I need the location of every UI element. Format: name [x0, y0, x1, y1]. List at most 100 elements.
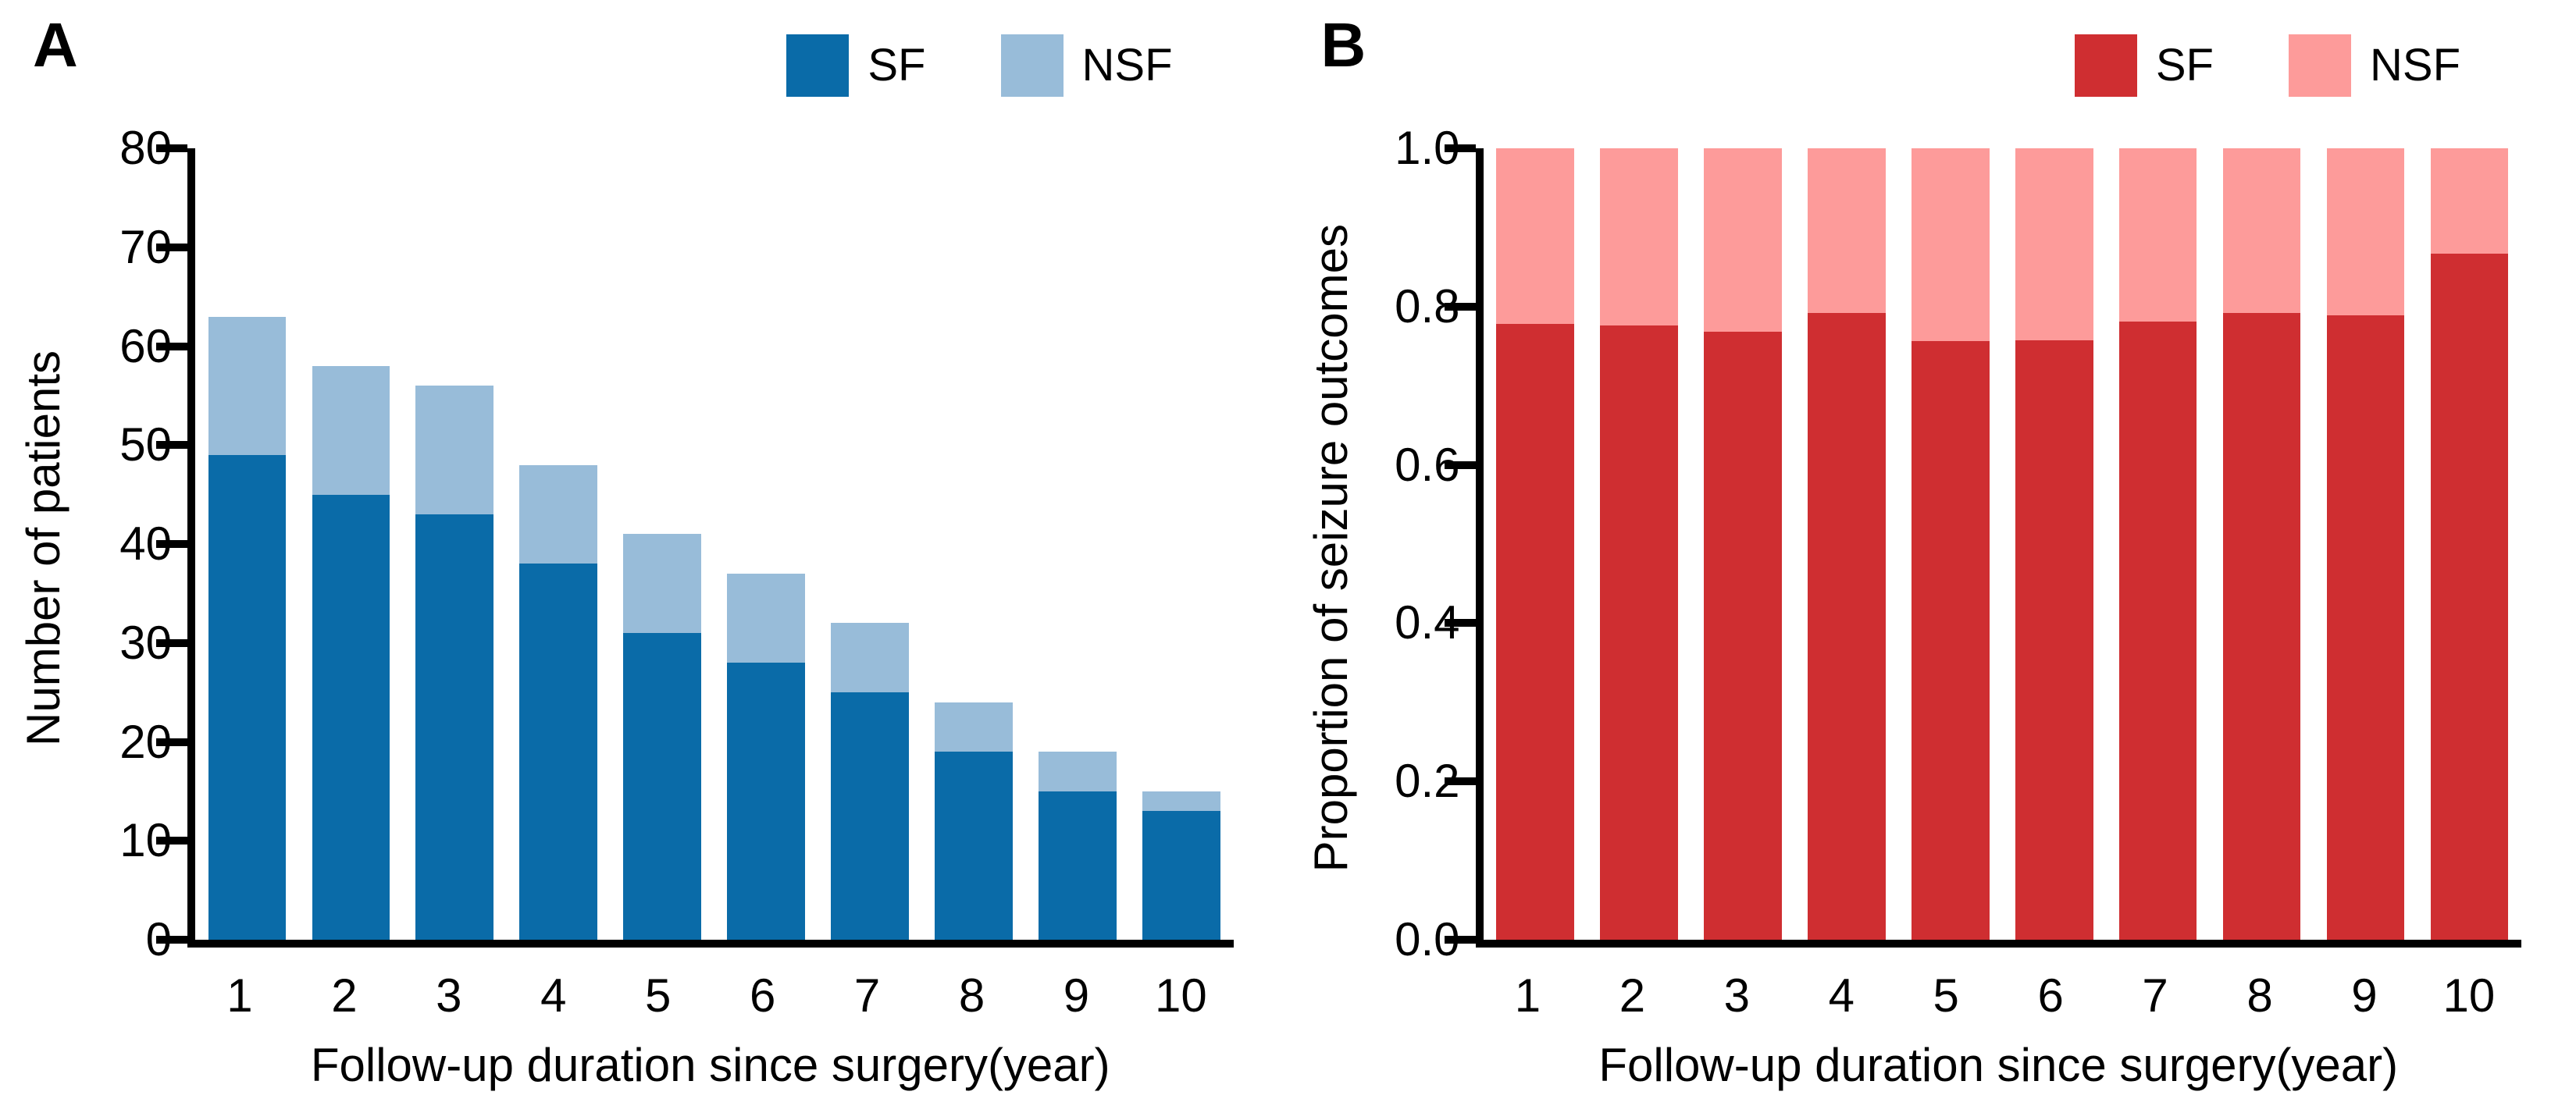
- segment-nsf-year-9: [2326, 148, 2405, 315]
- y-tick-label: 0.2: [1395, 755, 1460, 808]
- segment-nsf-year-5: [623, 534, 702, 634]
- segment-sf-year-1: [1496, 324, 1574, 940]
- legend-label-sf: SF: [2155, 40, 2214, 91]
- panel-a-letter: A: [33, 10, 79, 80]
- x-tick-label-5: 5: [1933, 969, 1959, 1022]
- segment-nsf-year-2: [312, 365, 390, 495]
- bar-year-6: [2015, 148, 2093, 940]
- x-tick-label-10: 10: [2442, 969, 2496, 1022]
- segment-nsf-year-8: [2222, 148, 2301, 313]
- x-tick-label-5: 5: [645, 969, 672, 1022]
- nsf-color-swatch: [1000, 34, 1064, 97]
- x-tick-label-8: 8: [958, 969, 985, 1022]
- bar-year-5: [623, 148, 702, 940]
- bar-year-5: [1911, 148, 1990, 940]
- bars-container: [195, 148, 1234, 940]
- x-tick-label-6: 6: [749, 969, 776, 1022]
- legend-label-nsf: NSF: [2370, 40, 2460, 91]
- segment-sf-year-6: [727, 663, 805, 940]
- y-tick-mark: [156, 342, 187, 350]
- bar-year-9: [2326, 148, 2405, 940]
- segment-sf-year-6: [2015, 340, 2093, 940]
- y-tick-mark: [1444, 144, 1476, 152]
- bar-year-10: [1142, 148, 1220, 940]
- bar-year-3: [415, 148, 494, 940]
- segment-sf-year-4: [519, 564, 598, 940]
- panel-a-xticks: 1 2 3 4 5 6 7 8 9 10: [187, 968, 1234, 1030]
- segment-sf-year-1: [208, 454, 287, 940]
- segment-sf-year-5: [1911, 341, 1990, 940]
- segment-sf-year-4: [1807, 312, 1886, 940]
- bar-year-10: [2430, 148, 2509, 940]
- y-tick-mark: [156, 936, 187, 944]
- segment-nsf-year-1: [1496, 148, 1574, 325]
- panel-a-plot-area: 0 10 20 30 40 50 60 70 80: [119, 125, 1234, 963]
- panel-a-legend: SF NSF: [786, 34, 1173, 97]
- segment-nsf-year-4: [1807, 148, 1886, 313]
- y-tick-label: 0.4: [1395, 596, 1460, 649]
- segment-nsf-year-7: [2118, 148, 2197, 322]
- bar-year-8: [2222, 148, 2301, 940]
- bar-year-2: [312, 148, 390, 940]
- y-tick-label: 70: [119, 220, 172, 273]
- legend-label-sf: SF: [868, 40, 926, 91]
- panel-b-letter: B: [1320, 10, 1367, 80]
- y-tick-mark: [156, 738, 187, 746]
- panel-b: B SF NSF Proportion of seizure outcomes …: [1288, 0, 2576, 1113]
- x-tick-label-4: 4: [540, 969, 567, 1022]
- segment-sf-year-10: [1142, 811, 1220, 940]
- y-tick-label: 40: [119, 517, 172, 570]
- bars-container: [1484, 148, 2522, 940]
- x-tick-label-2: 2: [1619, 969, 1646, 1022]
- y-tick-mark: [156, 243, 187, 251]
- x-tick-label-9: 9: [1063, 969, 1090, 1022]
- y-tick-mark: [1444, 619, 1476, 628]
- y-tick-label: 10: [119, 814, 172, 867]
- x-tick-label-3: 3: [1723, 969, 1751, 1022]
- segment-sf-year-8: [935, 752, 1013, 940]
- y-tick-mark: [1444, 302, 1476, 311]
- x-tick-label-6: 6: [2037, 969, 2064, 1022]
- bar-year-6: [727, 148, 805, 940]
- bar-year-2: [1600, 148, 1678, 940]
- segment-sf-year-2: [312, 494, 390, 940]
- segment-sf-year-8: [2222, 312, 2301, 940]
- legend-item-sf: SF: [2074, 34, 2214, 97]
- y-tick-label: 60: [119, 319, 172, 372]
- y-tick-label: 20: [119, 715, 172, 768]
- x-tick-label-4: 4: [1828, 969, 1855, 1022]
- bar-year-4: [1807, 148, 1886, 940]
- x-tick-label-10: 10: [1155, 969, 1207, 1022]
- y-tick-label: 80: [119, 122, 172, 174]
- y-tick-mark: [156, 441, 187, 450]
- x-tick-label-3: 3: [436, 969, 462, 1022]
- y-tick-label: 1.0: [1395, 122, 1460, 174]
- segment-sf-year-9: [1039, 791, 1117, 940]
- segment-sf-year-10: [2430, 253, 2509, 940]
- segment-nsf-year-3: [1703, 148, 1782, 332]
- segment-nsf-year-3: [415, 386, 494, 514]
- y-tick-mark: [156, 540, 187, 548]
- legend-item-sf: SF: [786, 34, 926, 97]
- bar-year-1: [1496, 148, 1574, 940]
- x-tick-label-9: 9: [2351, 969, 2378, 1022]
- panel-b-legend: SF NSF: [2074, 34, 2460, 97]
- legend-item-nsf: NSF: [1000, 34, 1173, 97]
- segment-nsf-year-9: [1039, 752, 1117, 791]
- segment-nsf-year-6: [727, 574, 805, 663]
- y-tick-label: 30: [119, 616, 172, 669]
- segment-sf-year-7: [831, 692, 909, 940]
- bar-year-7: [831, 148, 909, 940]
- y-tick-label: 0.8: [1395, 279, 1460, 332]
- y-tick-label: 50: [119, 418, 172, 471]
- segment-nsf-year-8: [935, 702, 1013, 752]
- nsf-color-swatch: [2289, 34, 2351, 97]
- panel-b-ylabel-zone: Proportion of seizure outcomes: [1288, 148, 1374, 948]
- x-tick-label-2: 2: [331, 969, 358, 1022]
- bar-year-7: [2118, 148, 2197, 940]
- y-tick-mark: [1444, 777, 1476, 786]
- x-tick-label-7: 7: [853, 969, 881, 1022]
- panel-b-xlabel: Follow-up duration since surgery(year): [1598, 1039, 2399, 1091]
- segment-sf-year-5: [623, 633, 702, 940]
